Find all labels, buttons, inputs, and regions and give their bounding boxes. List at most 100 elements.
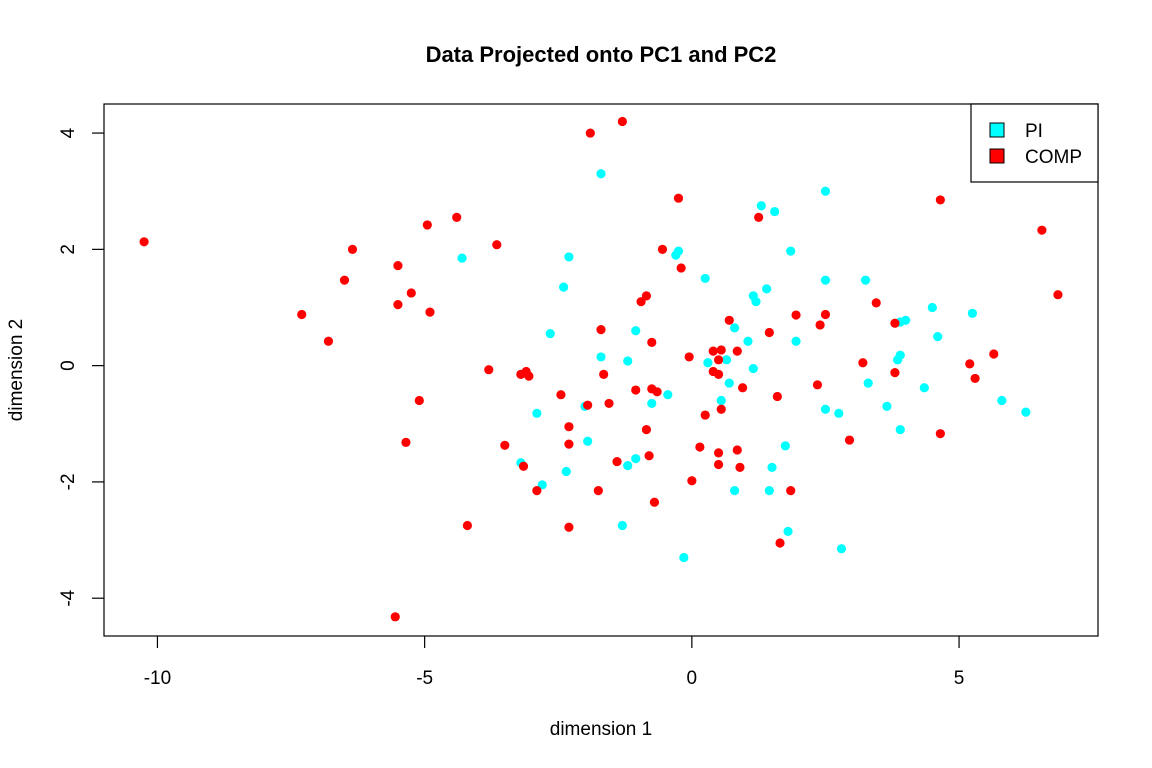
x-axis: -10 -5 0 5: [144, 636, 965, 689]
comp-point: [724, 315, 734, 325]
comp-point: [684, 352, 694, 362]
pi-point: [545, 329, 555, 339]
comp-point: [422, 220, 432, 230]
pi-point: [730, 486, 740, 496]
x-tick-label: -10: [144, 668, 171, 689]
comp-point: [393, 261, 403, 271]
comp-point: [732, 346, 742, 356]
comp-point: [965, 359, 975, 369]
y-axis: -4 -2 0 2 4: [58, 127, 104, 607]
comp-point: [524, 371, 534, 381]
pi-point: [783, 526, 793, 536]
comp-point: [708, 346, 718, 356]
comp-point: [775, 538, 785, 548]
comp-point: [989, 349, 999, 359]
comp-point: [593, 486, 603, 496]
pi-point: [1021, 407, 1031, 417]
pi-point: [919, 383, 929, 393]
pi-point: [596, 169, 606, 179]
comp-point: [673, 193, 684, 203]
legend-label: PI: [1025, 121, 1043, 142]
comp-point: [492, 240, 502, 250]
y-tick-label: 4: [58, 127, 79, 138]
pi-point: [623, 356, 633, 366]
pi-point: [631, 326, 641, 336]
pi-point: [679, 552, 689, 563]
comp-point: [713, 448, 724, 458]
pi-point: [743, 336, 753, 346]
pi-point: [933, 331, 943, 342]
comp-point: [564, 422, 574, 432]
pi-point: [836, 544, 847, 554]
comp-point: [500, 440, 510, 450]
pi-point: [700, 273, 710, 284]
comp-point: [890, 318, 900, 328]
comp-point: [339, 275, 350, 285]
comp-point: [347, 244, 358, 254]
comp-point: [858, 358, 868, 368]
comp-point: [713, 369, 724, 379]
comp-point: [970, 373, 980, 384]
x-axis-label: dimension 1: [550, 719, 652, 740]
comp-point: [518, 461, 529, 471]
comp-point: [713, 355, 724, 365]
pi-point: [558, 282, 569, 292]
pi-point: [596, 352, 606, 362]
pi-point: [863, 378, 873, 388]
comp-point: [139, 237, 149, 247]
comp-point: [652, 387, 662, 397]
comp-point: [786, 486, 796, 496]
comp-point: [791, 310, 801, 320]
pi-point: [860, 275, 871, 285]
comp-point: [754, 212, 764, 222]
comp-point: [599, 369, 609, 379]
comp-point: [657, 244, 668, 254]
comp-point: [732, 445, 742, 455]
comp-point: [935, 195, 945, 205]
comp-point: [462, 520, 472, 531]
pi-point: [791, 336, 801, 346]
pi-point: [927, 302, 937, 313]
comp-point: [695, 442, 705, 452]
legend-swatch: [989, 148, 1005, 164]
pi-point: [617, 520, 627, 531]
comp-point: [323, 336, 334, 346]
comp-point: [583, 400, 593, 410]
comp-point: [687, 476, 697, 486]
legend: PI COMP: [970, 103, 1099, 183]
legend-label: COMP: [1025, 147, 1082, 168]
comp-point: [716, 404, 726, 414]
pi-point: [623, 461, 633, 471]
comp-point: [890, 368, 900, 378]
pi-point: [583, 436, 593, 446]
pi-point: [820, 404, 831, 414]
y-tick-label: -2: [58, 473, 79, 490]
comp-point: [596, 324, 606, 335]
pi-point: [751, 297, 761, 307]
comp-point: [401, 437, 411, 447]
comp-point: [617, 116, 627, 127]
comp-point: [564, 522, 574, 532]
comp-point: [735, 462, 745, 472]
comp-point: [532, 486, 542, 496]
pi-point: [748, 363, 758, 374]
pi-point: [764, 486, 774, 496]
comp-point: [700, 410, 710, 420]
x-tick-label: -5: [416, 668, 433, 689]
comp-point: [738, 383, 748, 393]
x-tick-label: 5: [954, 668, 965, 689]
comp-point: [844, 435, 855, 445]
legend-swatch: [989, 122, 1005, 138]
comp-point: [564, 439, 574, 449]
comp-point: [636, 297, 646, 307]
comp-point: [585, 128, 595, 138]
pi-point: [663, 390, 673, 400]
comp-point: [390, 612, 400, 622]
comp-point: [772, 391, 782, 402]
comp-point: [425, 307, 435, 317]
pi-point: [786, 246, 796, 256]
pi-point: [820, 186, 831, 196]
pi-point: [901, 315, 911, 325]
pi-point: [721, 355, 732, 365]
comp-point: [764, 327, 774, 338]
